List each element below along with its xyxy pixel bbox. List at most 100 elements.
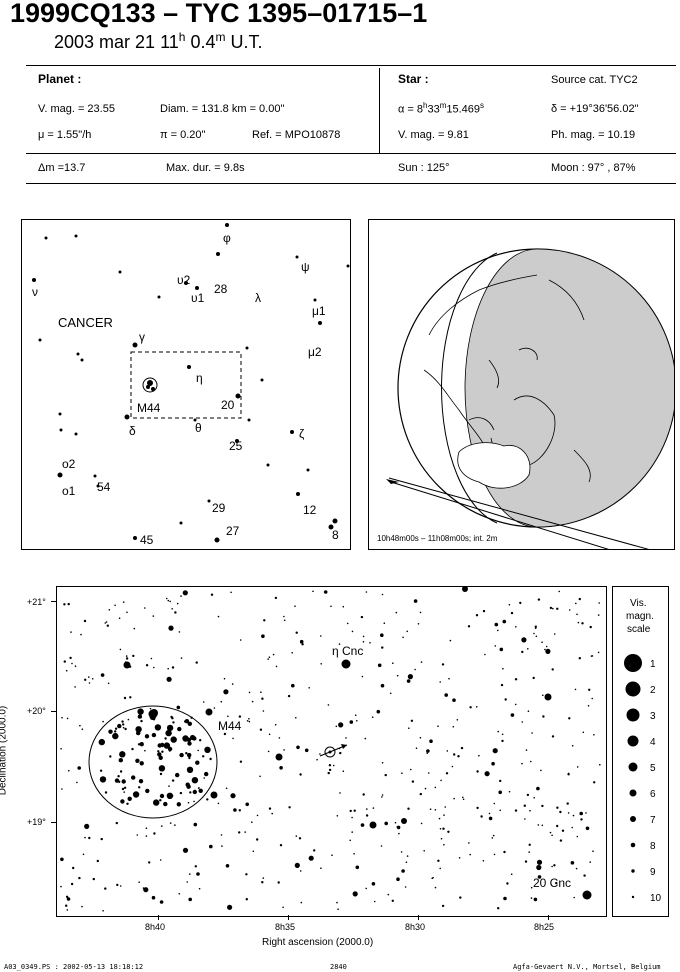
field-star: [578, 657, 581, 660]
field-star: [327, 771, 330, 775]
field-star: [443, 844, 445, 846]
field-star: [427, 772, 430, 774]
field-star: [220, 700, 223, 703]
cluster-star: [127, 796, 132, 801]
finder-label: 8: [332, 528, 339, 542]
finder-star: [74, 432, 78, 436]
cluster-star: [144, 734, 150, 739]
field-star: [81, 905, 83, 908]
info-bottom-rule: [26, 183, 676, 184]
field-star: [527, 648, 529, 650]
finder-label: ν: [32, 285, 38, 299]
field-star: [497, 730, 500, 733]
finder-star: [118, 270, 122, 274]
finder-star: [247, 418, 251, 422]
field-star: [407, 807, 410, 810]
field-star: [295, 717, 297, 719]
cluster-star: [151, 732, 157, 738]
field-star: [145, 664, 149, 667]
cluster-star: [112, 732, 119, 740]
field-star: [197, 749, 199, 752]
field-star: [267, 750, 270, 753]
finder-star: [260, 378, 264, 382]
field-star: [576, 766, 579, 768]
scale-dot: [627, 735, 639, 747]
field-star: [396, 877, 400, 881]
field-star: [143, 887, 149, 893]
field-star: [125, 655, 128, 657]
field-star: [417, 623, 420, 625]
finder-star: [179, 521, 183, 525]
field-star: [100, 673, 105, 677]
field-star: [522, 640, 524, 642]
magnitude-scale: Vis. magn. scale 1 2 3 4 5 6 7 8 9 10: [612, 586, 669, 917]
field-star: [178, 892, 181, 895]
field-star: [166, 676, 172, 682]
finder-star: [193, 418, 197, 422]
field-star: [498, 790, 503, 795]
field-star: [444, 693, 449, 697]
field-star: [353, 809, 356, 812]
field-star: [132, 654, 135, 658]
field-star: [354, 714, 357, 716]
scale-dot: [630, 842, 636, 848]
field-star: [356, 720, 358, 722]
field-star: [508, 603, 511, 606]
star-delta: δ = +19°36'56.02": [551, 103, 639, 115]
field-star: [245, 873, 248, 876]
field-star: [574, 688, 577, 691]
ra-tick-8h25: 8h25: [534, 922, 555, 932]
field-star: [533, 897, 538, 902]
field-star: [462, 796, 464, 799]
date-mid: 0.4: [185, 32, 216, 52]
planet-ref: Ref. = MPO10878: [252, 129, 341, 141]
field-star: [407, 674, 413, 680]
globe-caption: 10h48m00s – 11h08m00s; int. 2m: [377, 534, 498, 543]
finder-star: [296, 492, 300, 496]
field-star: [60, 748, 62, 750]
field-star: [74, 665, 77, 667]
field-star: [579, 811, 583, 816]
field-star: [342, 605, 345, 608]
field-star: [475, 706, 478, 708]
cluster-star: [163, 801, 168, 807]
field-star: [544, 648, 546, 651]
field-star: [593, 734, 595, 736]
field-star: [283, 619, 286, 622]
field-star: [308, 855, 314, 861]
field-star: [452, 698, 456, 702]
field-star: [492, 748, 498, 754]
field-star: [480, 815, 483, 818]
finder-star: [328, 524, 334, 530]
field-star: [492, 834, 495, 837]
field-star: [168, 785, 170, 787]
detail-svg: η Cnc M44 20 Cnc: [60, 587, 601, 912]
ra-tick-mark-8h40: [158, 915, 159, 920]
field-star: [419, 611, 422, 614]
cluster-star: [192, 736, 197, 741]
field-star: [279, 844, 283, 847]
cluster-star: [165, 729, 172, 737]
cluster-star: [187, 721, 192, 726]
scale-dot: [631, 895, 635, 899]
field-star: [312, 590, 314, 593]
cluster-star: [124, 727, 127, 731]
field-star: [497, 907, 500, 910]
field-star: [581, 622, 584, 625]
field-star: [230, 793, 236, 799]
field-star: [76, 781, 78, 784]
field-star: [66, 909, 69, 911]
cluster-star: [195, 760, 200, 765]
bright-star: [148, 709, 158, 719]
field-star: [330, 605, 332, 608]
star-phmag: Ph. mag. = 10.19: [551, 129, 636, 141]
finder-star: [306, 468, 310, 472]
field-star: [523, 804, 526, 807]
field-star: [469, 706, 472, 709]
field-star: [440, 779, 442, 782]
scale-label: 2: [650, 685, 656, 696]
field-star: [67, 602, 70, 606]
field-star: [114, 604, 116, 607]
field-star: [371, 716, 374, 718]
field-star: [572, 814, 575, 817]
